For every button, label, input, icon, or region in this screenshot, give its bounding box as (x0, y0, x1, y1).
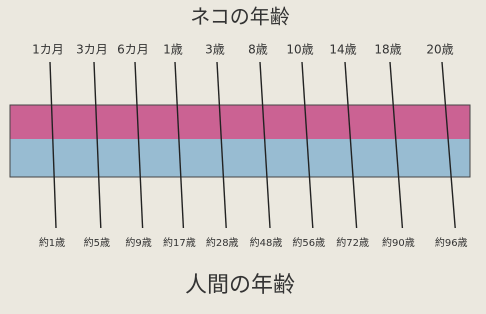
human-band (10, 139, 470, 177)
cat-age: 10歳 (286, 43, 313, 57)
bottom-title: 人間の年齢 (185, 273, 295, 298)
human-age: 約72歳 (336, 236, 369, 249)
human-age: 約48歳 (250, 236, 283, 249)
cat-age: 8歳 (248, 43, 268, 57)
human-age: 約28歳 (206, 236, 239, 249)
cat-age: 3カ月 (76, 43, 108, 57)
human-age: 約17歳 (163, 236, 196, 249)
cat-age: 1歳 (163, 43, 183, 57)
human-age: 約5歳 (84, 236, 110, 249)
cat-age: 20歳 (426, 43, 453, 57)
drawing: ネコの年齢 人間の年齢 1カ月約1歳 3カ月約5歳 6カ月約9歳 1歳約17歳 3歳約2… (0, 0, 486, 314)
cat-age: 6カ月 (117, 43, 149, 57)
cat-age: 18歳 (374, 43, 401, 57)
cat-age: 1カ月 (32, 43, 64, 57)
human-age: 約9歳 (125, 236, 151, 249)
human-age: 約56歳 (292, 236, 325, 249)
human-age: 約96歳 (435, 236, 468, 249)
page: ネコの年齢 人間の年齢 1カ月約1歳 3カ月約5歳 6カ月約9歳 1歳約17歳 3歳約2… (0, 0, 486, 314)
cat-band (10, 105, 470, 139)
human-age: 約1歳 (39, 236, 65, 249)
top-title: ネコの年齢 (190, 5, 290, 29)
cat-age: 14歳 (329, 43, 356, 57)
cat-age: 3歳 (205, 43, 225, 57)
human-age: 約90歳 (382, 236, 415, 249)
